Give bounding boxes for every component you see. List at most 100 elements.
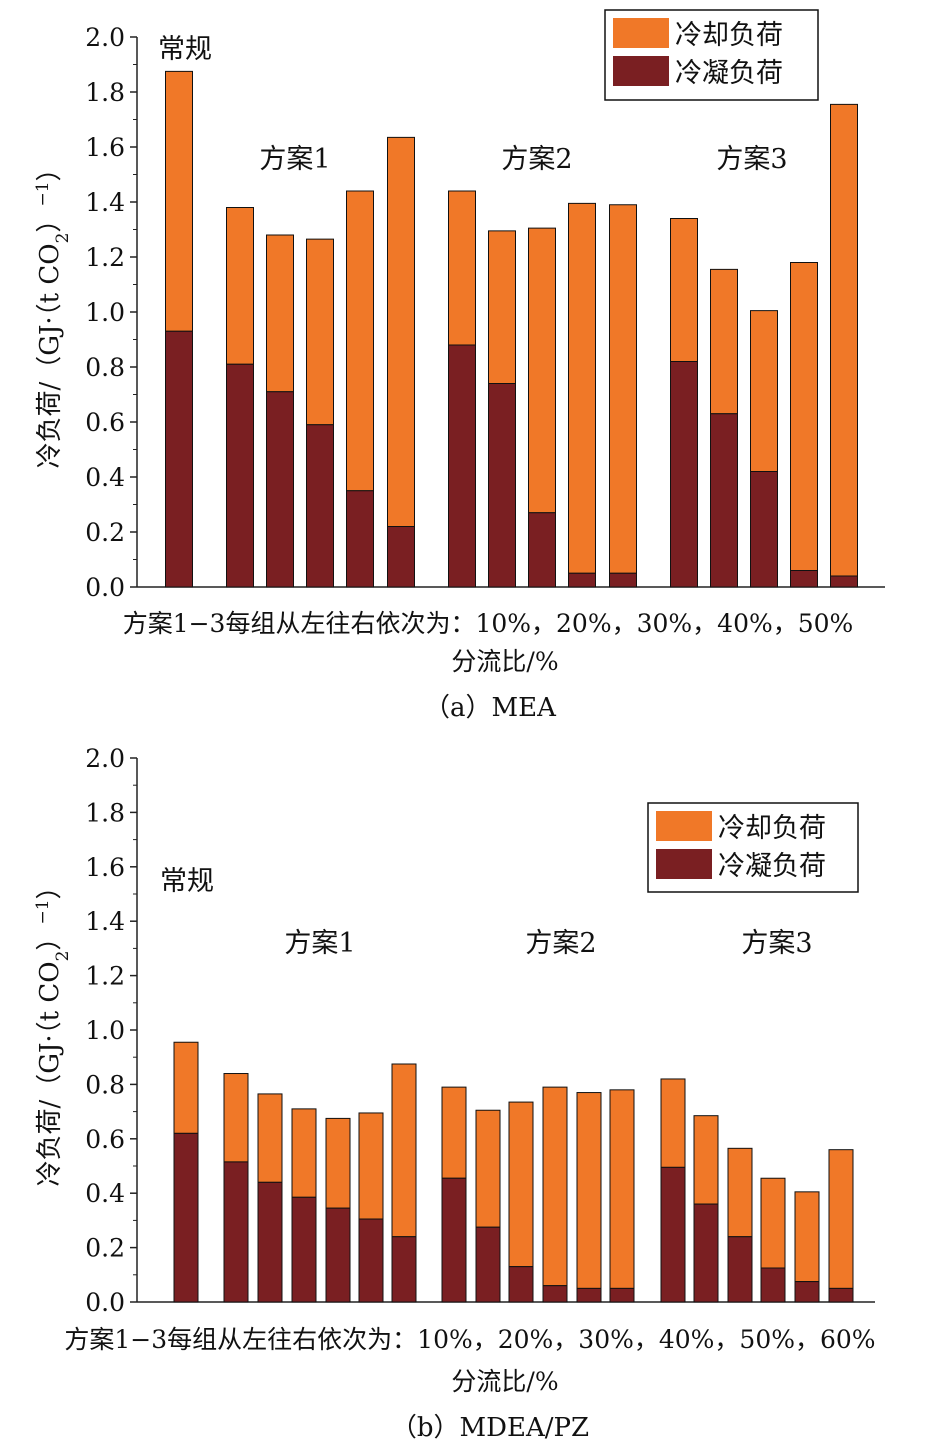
- bar-cooling: [660, 1078, 686, 1168]
- bar-cooling: [693, 1115, 719, 1205]
- bar-cooling: [165, 70, 193, 332]
- legend-swatch-condensing: [613, 56, 669, 86]
- legend-swatch-cooling: [656, 811, 712, 841]
- bar-condensing: [387, 526, 415, 588]
- y-tick-label: 0.6: [85, 408, 125, 437]
- bar-cooling: [609, 1089, 635, 1289]
- bar-cooling: [475, 1109, 501, 1228]
- group-label: 方案1: [259, 144, 330, 175]
- legend-swatch-condensing: [656, 849, 712, 879]
- x-axis-note: 方案1−3每组从左往右依次为：10%，20%，30%，40%，50%: [123, 609, 854, 638]
- bar-cooling: [727, 1147, 753, 1238]
- y-axis-label-part: 2: [53, 951, 73, 962]
- bar-cooling: [387, 136, 415, 527]
- bar-condensing: [173, 1132, 199, 1303]
- bar-cooling: [358, 1112, 384, 1220]
- group-label: 方案2: [501, 144, 572, 175]
- bar-cooling: [750, 310, 778, 472]
- bar-cooling: [173, 1041, 199, 1134]
- bar-cooling: [448, 190, 476, 346]
- y-tick-label: 1.4: [85, 907, 125, 936]
- bar-condensing: [609, 572, 637, 588]
- y-axis-label-part: 冷负荷/（GJ·（t CO: [35, 243, 65, 468]
- bar-condensing: [448, 344, 476, 588]
- bar-condensing: [790, 570, 818, 588]
- bar-cooling: [391, 1063, 417, 1238]
- bar-cooling: [568, 202, 596, 574]
- bar-condensing: [794, 1281, 820, 1303]
- y-tick-label: 0.8: [85, 1070, 125, 1099]
- y-tick-label: 1.6: [85, 133, 125, 162]
- group-label: 常规: [158, 34, 212, 65]
- legend-label: 冷却负荷: [675, 20, 783, 51]
- group-label: 常规: [160, 866, 214, 897]
- bar-condensing: [670, 361, 698, 588]
- bar-cooling: [790, 262, 818, 571]
- y-tick-label: 1.8: [85, 78, 125, 107]
- bar-cooling: [306, 238, 334, 426]
- bar-condensing: [660, 1166, 686, 1303]
- y-tick-label: 1.8: [85, 798, 125, 827]
- y-axis-label-part: −1: [33, 899, 53, 924]
- bar-condensing: [165, 330, 193, 588]
- bar-cooling: [760, 1177, 786, 1269]
- bar-cooling: [576, 1092, 602, 1289]
- y-axis-label: 冷负荷/（GJ·（t CO2）−1）: [33, 155, 73, 468]
- y-axis-label-part: ）: [35, 873, 65, 899]
- bar-condensing: [346, 490, 374, 588]
- bar-condensing: [291, 1196, 317, 1303]
- y-tick-label: 1.2: [85, 962, 125, 991]
- y-tick-label: 0.2: [85, 1234, 125, 1263]
- x-axis-label: 分流比/%: [451, 647, 558, 676]
- bar-cooling: [828, 1149, 854, 1289]
- y-axis-label-part: 冷负荷/（GJ·（t CO: [35, 961, 65, 1186]
- bar-cooling: [794, 1191, 820, 1283]
- y-tick-label: 2.0: [85, 744, 125, 773]
- y-tick-label: 0.4: [85, 463, 125, 492]
- x-axis-label: 分流比/%: [451, 1367, 558, 1396]
- bar-condensing: [325, 1207, 351, 1303]
- group-label: 方案3: [716, 144, 787, 175]
- bar-cooling: [223, 1073, 249, 1163]
- bar-condensing: [830, 575, 858, 588]
- bar-condensing: [257, 1181, 283, 1303]
- bar-condensing: [358, 1218, 384, 1303]
- bar-condensing: [750, 471, 778, 588]
- y-tick-label: 0.6: [85, 1125, 125, 1154]
- bar-condensing: [223, 1161, 249, 1303]
- y-tick-label: 0.0: [85, 573, 125, 602]
- bar-condensing: [760, 1267, 786, 1303]
- bar-condensing: [475, 1226, 501, 1303]
- bar-cooling: [609, 204, 637, 574]
- bar-condensing: [306, 424, 334, 588]
- bar-cooling: [346, 190, 374, 492]
- bar-condensing: [710, 413, 738, 588]
- y-axis-label-part: ）: [35, 155, 65, 181]
- y-axis-label-part: ）: [35, 925, 65, 951]
- y-tick-label: 1.6: [85, 853, 125, 882]
- legend-label: 冷凝负荷: [675, 58, 783, 89]
- bar-cooling: [710, 268, 738, 415]
- y-tick-label: 0.0: [85, 1288, 125, 1317]
- bar-condensing: [508, 1266, 534, 1303]
- bar-condensing: [441, 1177, 467, 1303]
- bar-cooling: [226, 207, 254, 365]
- legend-swatch-cooling: [613, 18, 669, 48]
- y-tick-label: 1.2: [85, 243, 125, 272]
- y-axis-label: 冷负荷/（GJ·（t CO2）−1）: [33, 873, 73, 1186]
- bar-cooling: [441, 1086, 467, 1179]
- bar-condensing: [226, 363, 254, 588]
- bar-condensing: [727, 1236, 753, 1303]
- y-axis-label-part: 2: [53, 233, 73, 244]
- y-axis-label-part: ）: [35, 207, 65, 233]
- bar-condensing: [609, 1287, 635, 1303]
- bar-condensing: [488, 383, 516, 588]
- panel-caption: （a）MEA: [424, 693, 557, 723]
- bar-cooling: [542, 1086, 568, 1287]
- group-label: 方案1: [284, 928, 355, 959]
